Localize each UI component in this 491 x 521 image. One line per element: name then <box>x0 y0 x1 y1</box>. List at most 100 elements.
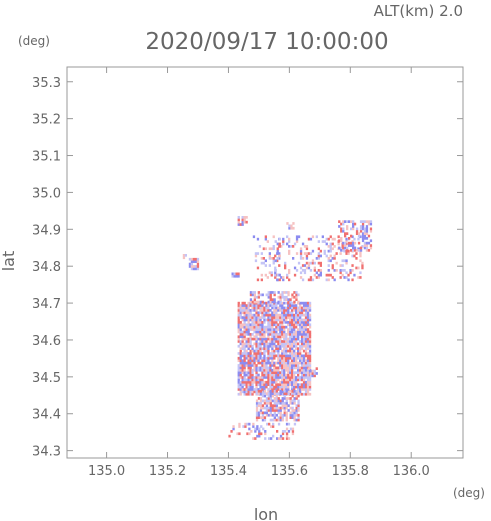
heatmap-cell <box>247 309 250 312</box>
heatmap-cell <box>349 271 352 275</box>
heatmap-cell <box>305 245 309 248</box>
heatmap-cell <box>304 325 308 329</box>
heatmap-cell <box>273 304 276 307</box>
heatmap-cell <box>327 245 330 248</box>
heatmap-cell <box>289 352 292 355</box>
heatmap-cell <box>291 359 294 362</box>
heatmap-cell <box>271 364 274 367</box>
heatmap-cell <box>300 333 304 336</box>
heatmap-cell <box>259 325 262 329</box>
heatmap-cell <box>291 373 294 377</box>
heatmap-cell <box>237 383 240 386</box>
heatmap-cell <box>272 257 275 260</box>
heatmap-cell <box>331 276 334 279</box>
heatmap-cell <box>267 316 270 319</box>
x-tick-label: 135.8 <box>332 464 369 479</box>
heatmap-cell <box>249 388 252 391</box>
heatmap-cell <box>287 333 290 336</box>
heatmap-cell <box>287 364 290 367</box>
heatmap-cell <box>277 300 280 304</box>
heatmap-cell <box>295 269 299 272</box>
heatmap-cell <box>272 235 275 239</box>
heatmap-cell <box>243 392 246 396</box>
heatmap-cell <box>235 272 238 276</box>
heatmap-cell <box>285 354 288 358</box>
heatmap-cell <box>295 318 298 322</box>
heatmap-cell <box>251 316 254 319</box>
heatmap-cell <box>261 325 264 329</box>
heatmap-cell <box>278 252 281 255</box>
heatmap-cell <box>273 409 276 412</box>
heatmap-cell <box>297 349 300 353</box>
heatmap-cell <box>257 356 260 360</box>
heatmap-cell <box>251 304 254 307</box>
heatmap-cell <box>261 392 265 395</box>
heatmap-cell <box>259 300 262 304</box>
heatmap-cell <box>260 425 263 428</box>
heatmap-cell <box>245 383 248 386</box>
heatmap-cell <box>339 252 342 255</box>
y-tick-label: 35.2 <box>32 113 61 128</box>
heatmap-cell <box>259 330 262 334</box>
heatmap-cell <box>279 325 282 329</box>
heatmap-cell <box>285 301 288 305</box>
heatmap-cell <box>288 252 291 255</box>
heatmap-cell <box>295 313 298 317</box>
heatmap-cell <box>291 301 294 305</box>
heatmap-cell <box>273 311 276 315</box>
heatmap-cell <box>285 399 288 403</box>
heatmap-cell <box>317 252 320 255</box>
heatmap-cell <box>271 373 274 377</box>
heatmap-cell <box>239 323 242 327</box>
heatmap-cell <box>283 371 286 374</box>
heatmap-cell <box>327 259 330 263</box>
heatmap-cell <box>251 309 254 312</box>
heatmap-cell <box>347 249 350 253</box>
heatmap-cell <box>291 328 294 331</box>
heatmap-cell <box>241 316 244 319</box>
heatmap-cell <box>247 378 250 382</box>
heatmap-cell <box>247 325 250 329</box>
heatmap-cell <box>315 257 318 260</box>
heatmap-cell <box>283 340 286 343</box>
heatmap-cell <box>275 413 278 417</box>
heatmap-cell <box>275 344 278 348</box>
heatmap-cell <box>271 413 274 417</box>
heatmap-cell <box>306 316 310 319</box>
heatmap-cell <box>306 373 310 377</box>
heatmap-cell <box>311 259 315 263</box>
heatmap-cell <box>338 239 341 243</box>
heatmap-cell <box>291 318 294 322</box>
heatmap-cell <box>293 364 296 367</box>
heatmap-cell <box>269 295 272 299</box>
heatmap-cell <box>325 242 328 246</box>
heatmap-cell <box>308 380 312 384</box>
heatmap-cell <box>308 378 312 382</box>
heatmap-cell <box>251 361 254 365</box>
heatmap-cell <box>299 340 302 343</box>
heatmap-cell <box>315 372 318 375</box>
heatmap-cell <box>305 252 309 255</box>
heatmap-cell <box>253 328 256 331</box>
heatmap-cell <box>265 380 268 384</box>
heatmap-cell <box>289 371 292 374</box>
heatmap-cell <box>255 352 258 355</box>
heatmap-cell <box>273 371 276 374</box>
heatmap-cell <box>327 237 330 241</box>
heatmap-cell <box>339 247 342 251</box>
heatmap-cell <box>271 399 274 403</box>
heatmap-cell <box>278 278 281 282</box>
heatmap-cell <box>346 246 349 250</box>
heatmap-cell <box>263 401 267 405</box>
heatmap-cell <box>301 242 305 246</box>
heatmap-cell <box>247 342 250 346</box>
heatmap-cell <box>283 333 286 336</box>
heatmap-cell <box>243 354 246 358</box>
heatmap-cell <box>287 392 290 395</box>
heatmap-cell <box>308 301 312 305</box>
heatmap-cell <box>251 323 254 327</box>
heatmap-cell <box>273 368 276 372</box>
heatmap-cell <box>329 249 332 253</box>
heatmap-cell <box>304 309 308 312</box>
heatmap-cell <box>359 225 363 228</box>
